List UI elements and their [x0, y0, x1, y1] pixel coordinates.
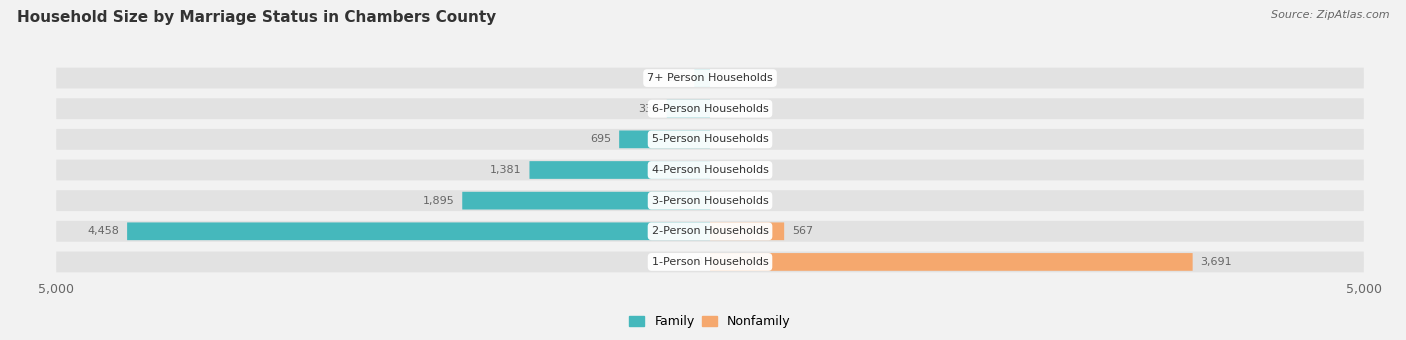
Text: 6-Person Households: 6-Person Households	[651, 104, 769, 114]
FancyBboxPatch shape	[56, 190, 1364, 211]
Text: 4-Person Households: 4-Person Households	[651, 165, 769, 175]
Text: 331: 331	[638, 104, 659, 114]
Text: 695: 695	[591, 134, 612, 144]
FancyBboxPatch shape	[463, 192, 710, 209]
FancyBboxPatch shape	[530, 161, 710, 179]
Text: Source: ZipAtlas.com: Source: ZipAtlas.com	[1271, 10, 1389, 20]
FancyBboxPatch shape	[56, 129, 1364, 150]
FancyBboxPatch shape	[127, 222, 710, 240]
Text: 4,458: 4,458	[87, 226, 120, 236]
Legend: Family, Nonfamily: Family, Nonfamily	[624, 310, 796, 334]
Text: 0: 0	[718, 134, 725, 144]
FancyBboxPatch shape	[695, 69, 710, 87]
Text: 7+ Person Households: 7+ Person Households	[647, 73, 773, 83]
Text: 0: 0	[718, 165, 725, 175]
Text: 3,691: 3,691	[1201, 257, 1232, 267]
Text: 1-Person Households: 1-Person Households	[651, 257, 769, 267]
FancyBboxPatch shape	[56, 98, 1364, 119]
Text: 3-Person Households: 3-Person Households	[651, 195, 769, 206]
FancyBboxPatch shape	[56, 221, 1364, 242]
FancyBboxPatch shape	[666, 100, 710, 118]
FancyBboxPatch shape	[710, 222, 785, 240]
Text: 5-Person Households: 5-Person Households	[651, 134, 769, 144]
Text: 5: 5	[718, 195, 725, 206]
FancyBboxPatch shape	[56, 68, 1364, 88]
Text: Household Size by Marriage Status in Chambers County: Household Size by Marriage Status in Cha…	[17, 10, 496, 25]
Text: 0: 0	[695, 257, 702, 267]
Text: 1,895: 1,895	[423, 195, 454, 206]
FancyBboxPatch shape	[710, 253, 1192, 271]
Text: 1,381: 1,381	[489, 165, 522, 175]
FancyBboxPatch shape	[619, 131, 710, 148]
Text: 567: 567	[792, 226, 813, 236]
FancyBboxPatch shape	[56, 159, 1364, 181]
FancyBboxPatch shape	[56, 252, 1364, 272]
Text: 0: 0	[718, 104, 725, 114]
Text: 0: 0	[718, 73, 725, 83]
Text: 120: 120	[665, 73, 686, 83]
Text: 2-Person Households: 2-Person Households	[651, 226, 769, 236]
